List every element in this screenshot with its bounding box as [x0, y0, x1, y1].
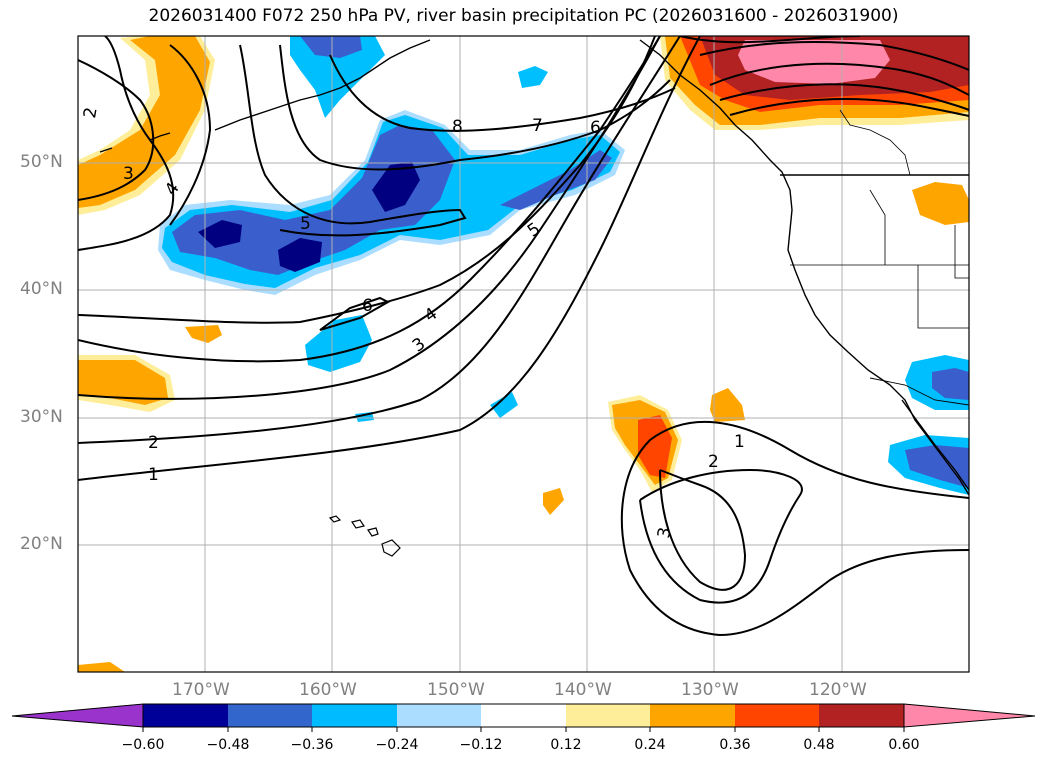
colorbar-tick-label: 0.60: [888, 737, 920, 753]
positive-anomaly-small-3: [543, 488, 564, 515]
colorbar-tick-label: 0.36: [719, 737, 751, 753]
negative-anomaly-small-3: [490, 392, 518, 418]
positive-anomaly-oregon: [912, 182, 969, 225]
map-area: 2 3 4 5 8 7 6 5 6 4 3 2 1 1 2 3: [78, 36, 969, 672]
positive-anomaly-small-4: [78, 662, 125, 672]
coastlines: [99, 39, 969, 496]
lon-label-130w: 130°W: [681, 680, 739, 700]
contour-label: 5: [300, 214, 311, 234]
positive-anomaly-ne-pink: [738, 40, 890, 84]
colorbar-bin: [228, 704, 312, 727]
lon-label-160w: 160°W: [299, 680, 357, 700]
lat-label-30n: 30°N: [20, 407, 63, 427]
plot-title: 2026031400 F072 250 hPa PV, river basin …: [148, 6, 899, 26]
lon-label-120w: 120°W: [809, 680, 867, 700]
negative-anomaly-band-darkest-2: [278, 238, 322, 272]
colorbar-bin: [819, 704, 904, 727]
lon-label-170w: 170°W: [172, 680, 230, 700]
precip-shading: [78, 36, 969, 672]
colorbar-tick-label: −0.12: [459, 737, 503, 753]
positive-anomaly-small-2: [710, 388, 745, 422]
negative-anomaly-aleutian-dark: [300, 36, 362, 58]
contour-label: 8: [452, 117, 463, 137]
contour-label: 1: [734, 432, 745, 452]
graticule: [78, 36, 969, 672]
lon-label-150w: 150°W: [427, 680, 485, 700]
contour-label: 6: [362, 296, 373, 316]
positive-anomaly-small-1: [185, 325, 222, 343]
contour-label: 3: [654, 526, 676, 540]
map-frame: [77, 35, 970, 673]
contour-label: 2: [80, 106, 102, 120]
negative-anomaly-band-darkest-1: [198, 220, 242, 248]
colorbar-tick-label: −0.60: [121, 737, 165, 753]
colorbar-tick-label: −0.48: [206, 737, 250, 753]
lon-label-140w: 140°W: [554, 680, 612, 700]
colorbar-tick-label: 0.24: [634, 737, 666, 753]
colorbar-tick-label: −0.36: [290, 737, 334, 753]
positive-anomaly-west-orange: [78, 360, 168, 405]
colorbar-tick-label: −0.24: [375, 737, 419, 753]
contour-label: 1: [148, 465, 159, 485]
negative-anomaly-baja-dark: [905, 445, 969, 488]
colorbar-tick-label: 0.48: [803, 737, 835, 753]
hawaii-islands: [328, 515, 401, 557]
negative-anomaly-socal-dark: [932, 368, 969, 400]
contour-label: 6: [590, 118, 601, 138]
lat-label-40n: 40°N: [20, 279, 63, 299]
colorbar-bin: [735, 704, 819, 727]
colorbar-bin: [397, 704, 481, 727]
colorbar-bin: [650, 704, 735, 727]
colorbar-extend-high: [903, 703, 1036, 728]
negative-anomaly-small-1: [518, 66, 548, 88]
lat-label-50n: 50°N: [20, 152, 63, 172]
contour-label: 3: [123, 164, 134, 184]
negative-anomaly-aleutian: [290, 36, 385, 118]
colorbar-bin: [481, 704, 566, 727]
colorbar-bin: [312, 704, 397, 727]
colorbar-extend-low: [11, 703, 144, 728]
negative-anomaly-small-2: [305, 315, 372, 372]
colorbar-bin: [566, 704, 650, 727]
contour-label: 2: [148, 433, 159, 453]
contour-label: 2: [708, 452, 719, 472]
positive-anomaly-nw-orange: [78, 36, 210, 208]
negative-anomaly-band-darkest-3: [372, 162, 420, 212]
colorbar-bin: [143, 704, 228, 727]
colorbar-tick-label: 0.12: [550, 737, 582, 753]
contour-label: 7: [532, 116, 543, 136]
lat-label-20n: 20°N: [20, 534, 63, 554]
colorbar: [11, 703, 1036, 732]
